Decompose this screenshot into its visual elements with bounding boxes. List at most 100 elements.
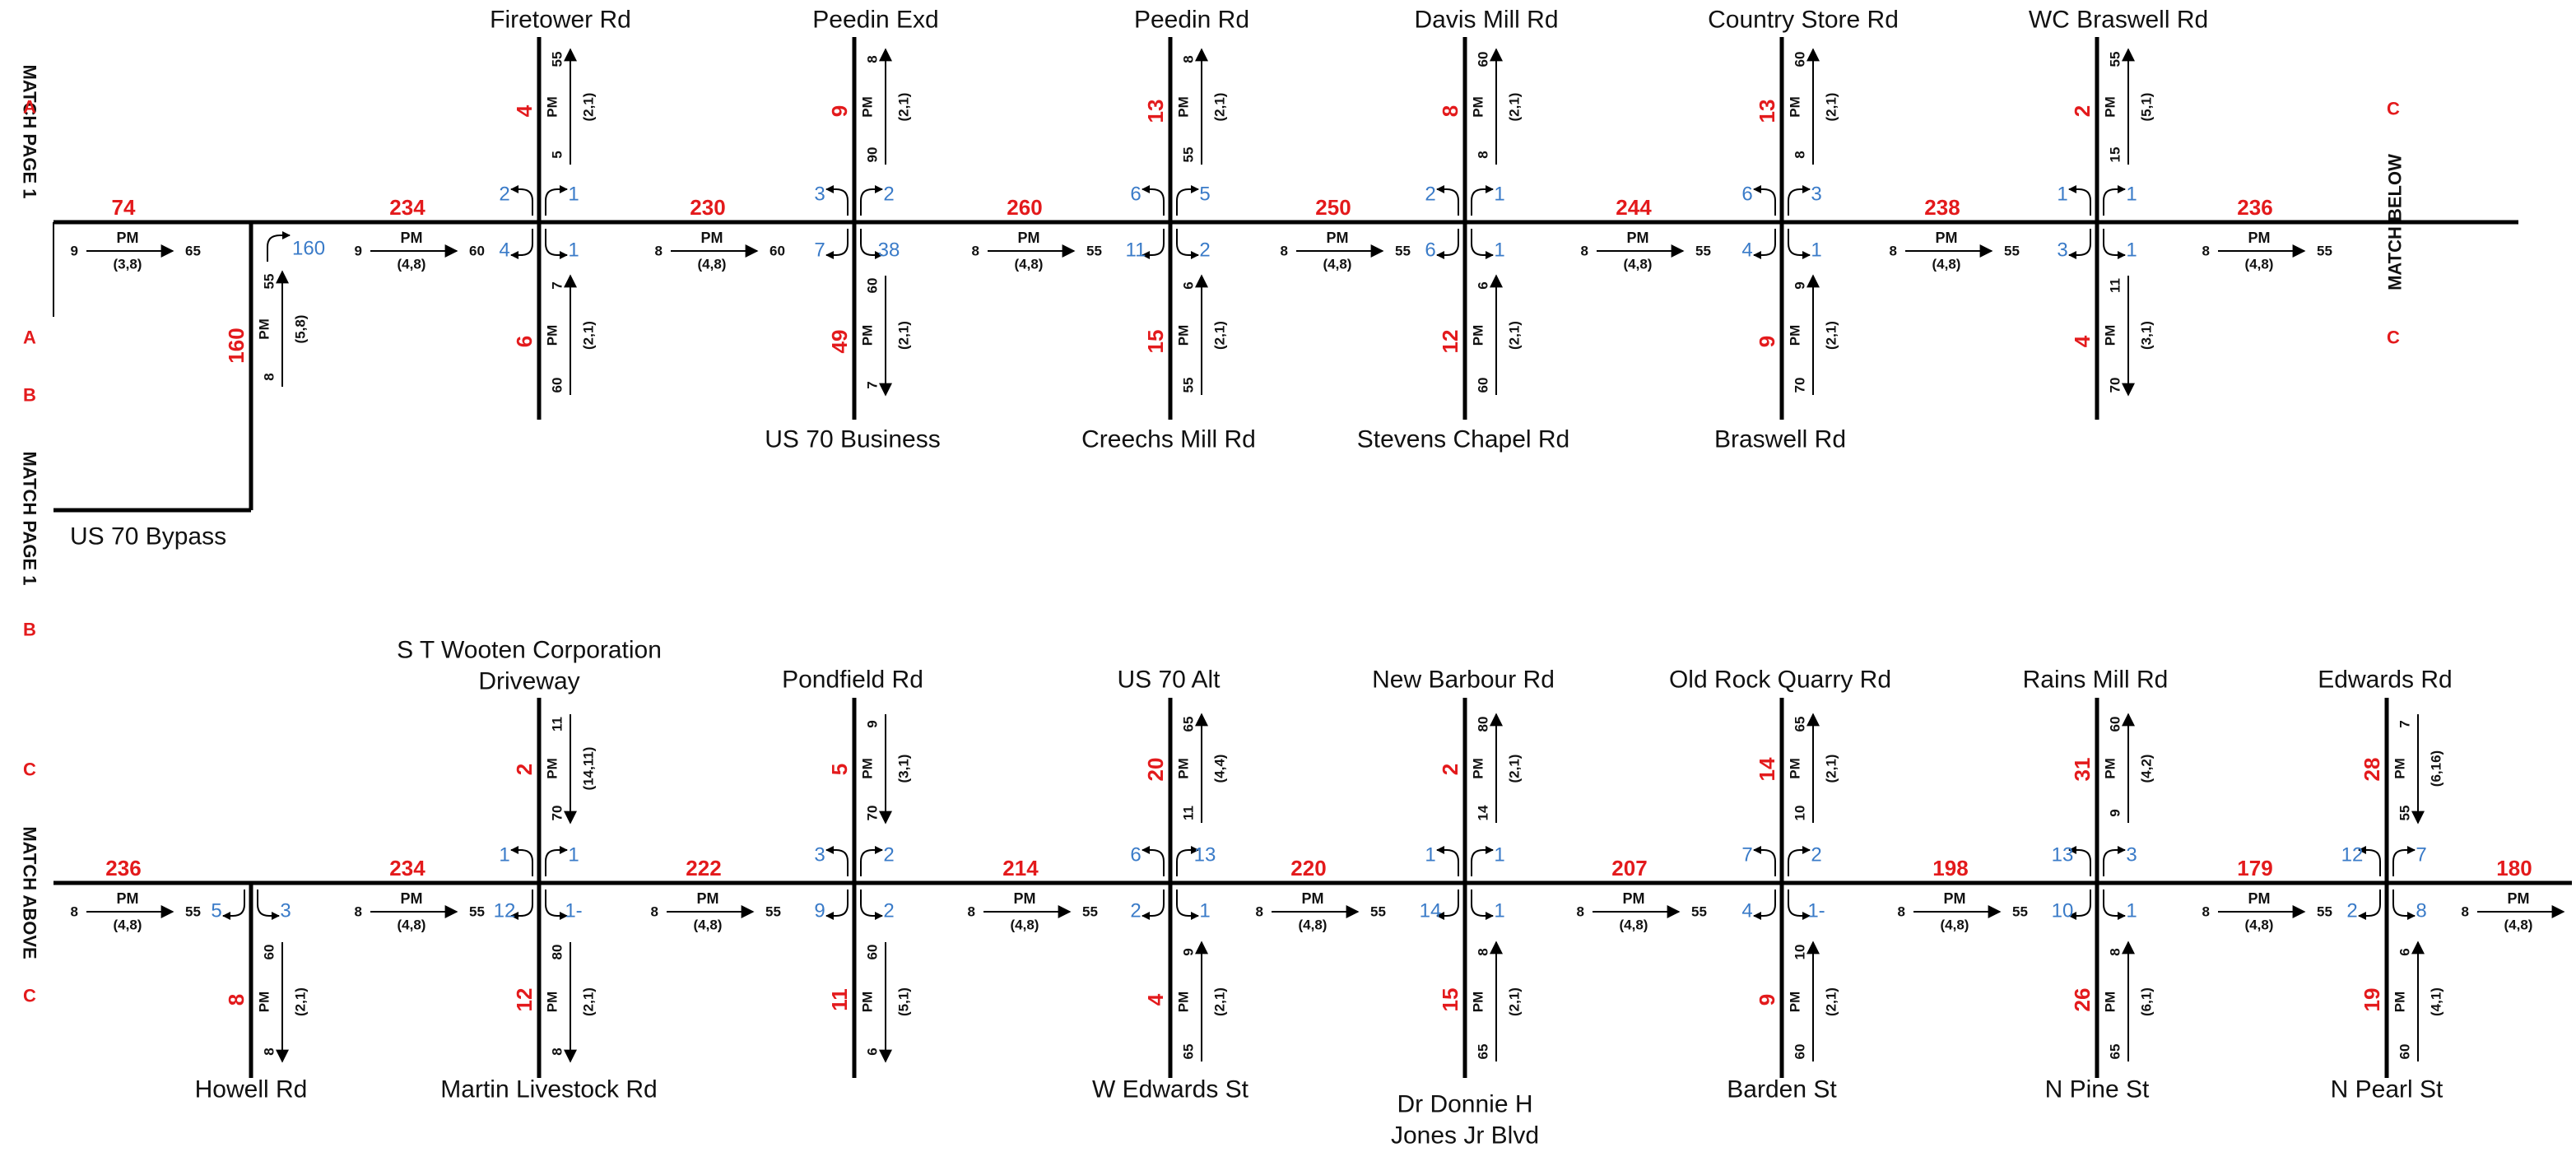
top-link-flow-pair: (4,8) <box>1624 257 1653 272</box>
top-north-street-name: Country Store Rd <box>1708 7 1899 34</box>
top-turn-sw: 11 <box>1126 239 1146 262</box>
top-link-flow-pair: (4,8) <box>1323 257 1352 272</box>
bottom-south-flow-pm-label: PM <box>1176 992 1192 1013</box>
top-south-flow-pair: (2,1) <box>1824 321 1839 350</box>
bottom-south-street-name: Martin Livestock Rd <box>440 1076 657 1103</box>
top-link-flow-left: 8 <box>1890 244 1897 259</box>
top-south-flow-pm-label: PM <box>860 325 876 346</box>
bottom-north-flow-num-b: 9 <box>865 720 881 727</box>
bottom-north-flow-num-a: 9 <box>2108 809 2123 816</box>
bottom-south-flow-pm-label: PM <box>1471 992 1486 1013</box>
top-link-flow-left: 8 <box>1281 244 1288 259</box>
top-turn-se: 1 <box>1811 239 1821 262</box>
bottom-link-flow-pair: (4,8) <box>2245 917 2274 933</box>
bottom-turn-sw-arrow <box>222 890 245 920</box>
bottom-north-flow-num-b: 65 <box>1793 717 1808 732</box>
bottom-south-flow-pair: (2,1) <box>293 987 309 1016</box>
top-link-volume: 238 <box>1924 195 1960 220</box>
top-link-pm-label: PM <box>1018 230 1040 246</box>
bottom-north-street-name: Pondfield Rd <box>782 667 923 694</box>
bottom-north-volume: 28 <box>2360 758 2384 782</box>
bottom-turn-nw-arrow <box>1753 846 1776 876</box>
bypass-volume: 160 <box>224 327 249 363</box>
bottom-turn-ne: 2 <box>1811 844 1821 866</box>
top-south-street-name: US 70 Business <box>765 426 940 453</box>
bottom-link-volume: 214 <box>1002 856 1039 880</box>
bottom-link-flow-left: 8 <box>968 904 975 920</box>
bottom-south-flow-pair: (4,1) <box>2429 987 2444 1016</box>
top-link-flow-pair: (4,8) <box>2245 257 2274 272</box>
top-south-street-name: Creechs Mill Rd <box>1081 426 1256 453</box>
top-north-flow-pm-label: PM <box>860 96 876 118</box>
top-north-flow-pair: (2,1) <box>896 93 912 122</box>
bottom-turn-nw-arrow <box>2068 846 2091 876</box>
match-above-label: MATCH ABOVE <box>20 826 40 959</box>
bottom-south-flow-num-a: 8 <box>550 1047 565 1055</box>
bottom-north-flow-pair: (6,16) <box>2429 750 2444 787</box>
bottom-link-pm-label: PM <box>117 890 139 907</box>
bottom-south-flow-num-b: 10 <box>1793 945 1808 960</box>
bypass-flow-pm-label: PM <box>257 318 272 340</box>
top-north-flow-num-b: 60 <box>1793 52 1808 67</box>
bottom-south-flow-num-b: 8 <box>1476 948 1491 955</box>
match-c-top-left: C <box>23 759 36 780</box>
bottom-turn-ne-arrow <box>1788 846 1811 876</box>
top-link-pm-label: PM <box>1627 230 1649 246</box>
bottom-north-street-name: Old Rock Quarry Rd <box>1669 667 1891 694</box>
bottom-link-flow-right: 55 <box>765 904 781 920</box>
bottom-north-flow-num-b: 7 <box>2397 720 2413 727</box>
top-north-flow-num-a: 8 <box>1476 151 1491 158</box>
bottom-link-pm-label: PM <box>1014 890 1036 907</box>
top-link-volume: 244 <box>1616 195 1652 220</box>
bottom-south-flow-num-a: 65 <box>2108 1044 2123 1060</box>
top-south-flow-pair: (2,1) <box>1507 321 1523 350</box>
bottom-south-flow-pm-label: PM <box>1788 992 1803 1013</box>
bottom-turn-nw: 12 <box>2341 844 2364 866</box>
bottom-turn-sw-arrow <box>510 890 533 920</box>
bottom-south-street-name: N Pine St <box>2045 1076 2150 1103</box>
bottom-link-volume: 222 <box>686 856 721 880</box>
bottom-turn-nw: 6 <box>1130 844 1141 866</box>
bottom-north-flow-num-b: 11 <box>550 717 565 732</box>
bottom-south-street-name-line1: Dr Donnie H <box>1397 1091 1532 1118</box>
top-turn-nw-arrow <box>825 185 849 216</box>
top-turn-nw: 1 <box>2057 183 2067 206</box>
top-turn-se: 2 <box>1199 239 1210 262</box>
bottom-turn-se-arrow <box>545 890 568 920</box>
top-north-flow-num-b: 8 <box>865 55 881 63</box>
bottom-turn-sw: 4 <box>1741 900 1752 922</box>
bottom-turn-ne-arrow <box>2103 846 2126 876</box>
top-north-street-name: Peedin Rd <box>1134 7 1249 34</box>
top-link-flow-right: 60 <box>469 244 485 259</box>
top-turn-sw-arrow <box>1142 229 1165 259</box>
top-link-flow-right: 65 <box>185 244 201 259</box>
bottom-turn-se-arrow <box>1471 890 1494 920</box>
top-north-flow-num-b: 55 <box>2108 52 2123 67</box>
top-north-flow-pm-label: PM <box>2103 96 2118 118</box>
top-north-street-name: Davis Mill Rd <box>1414 7 1558 34</box>
bottom-turn-nw-arrow <box>1436 846 1459 876</box>
top-north-flow-pair: (2,1) <box>1824 93 1839 122</box>
top-north-flow-pm-label: PM <box>545 96 560 118</box>
bottom-south-flow-num-a: 8 <box>262 1047 277 1055</box>
bottom-south-flow-num-a: 6 <box>865 1047 881 1055</box>
top-turn-sw: 4 <box>499 239 509 262</box>
bottom-turn-se-arrow <box>257 890 280 920</box>
top-link-flow-pair: (4,8) <box>1015 257 1044 272</box>
match-b-top: B <box>23 385 36 406</box>
top-turn-se-arrow <box>1176 229 1199 259</box>
bottom-north-flow-pm-label: PM <box>1471 758 1486 779</box>
bottom-link-flow-pair: (4,8) <box>398 917 426 933</box>
bottom-south-flow-pm-label: PM <box>545 992 560 1013</box>
top-south-flow-num-a: 55 <box>1181 378 1197 393</box>
top-south-flow-num-b: 60 <box>865 278 881 294</box>
bottom-turn-sw: 5 <box>211 900 221 922</box>
top-turn-nw-arrow <box>1436 185 1459 216</box>
bottom-link-flow-left: 8 <box>1577 904 1584 920</box>
bottom-turn-ne: 1 <box>568 844 579 866</box>
top-turn-ne-arrow <box>1176 185 1199 216</box>
bottom-turn-ne: 13 <box>1194 844 1216 866</box>
bottom-north-flow-pair: (4,2) <box>2139 755 2155 783</box>
bottom-link-pm-label: PM <box>2508 890 2530 907</box>
bottom-turn-sw: 12 <box>494 900 516 922</box>
